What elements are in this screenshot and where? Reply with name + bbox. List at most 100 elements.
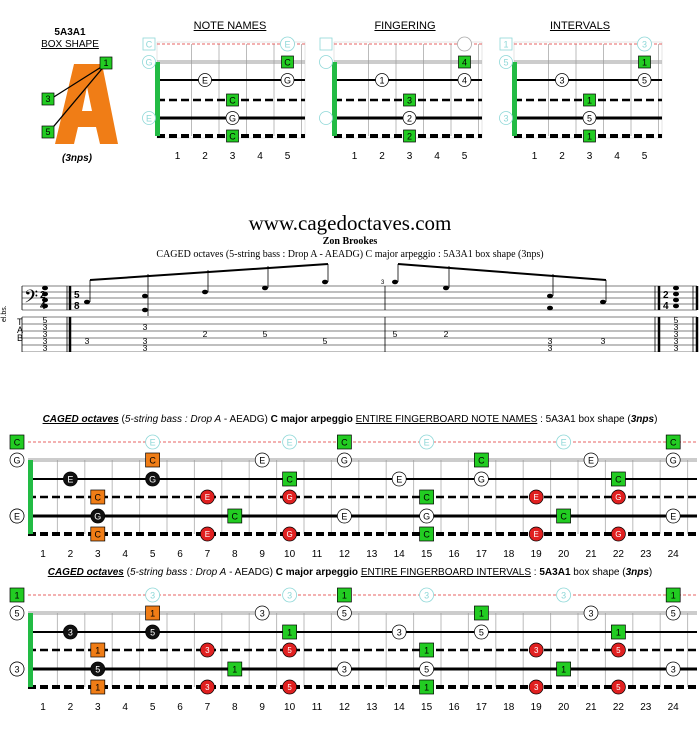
note-dot [282, 471, 297, 487]
top-root-label: C [670, 438, 677, 448]
fret-number: 6 [177, 549, 183, 560]
note-dot-label: 1 [95, 646, 100, 656]
open-note-label: 5 [14, 609, 19, 619]
note-head [600, 299, 606, 305]
fret-number: 5 [150, 702, 156, 713]
note-dot [611, 679, 626, 695]
marker-root [99, 56, 113, 70]
note-dot-label: E [588, 456, 594, 466]
mini-note-dot-label: E [202, 76, 208, 86]
note-dot [63, 471, 78, 487]
note-dot-label: C [95, 493, 102, 503]
note-dot [583, 452, 599, 468]
fingerboard-note-names: CGEEEEECCCEGCEGEGCEGCCEGCEGGCEGCECEGCEGE… [9, 434, 697, 560]
note-dot-label: G [478, 475, 485, 485]
mini-open-note [319, 111, 333, 125]
note-dot [474, 452, 489, 468]
note-dot [556, 661, 571, 677]
top-root [665, 434, 681, 450]
fret-number: 8 [232, 702, 238, 713]
mini-fret-number: 1 [175, 151, 181, 162]
note-dot [528, 489, 544, 505]
fret-number: 14 [394, 549, 406, 560]
note-dot [665, 508, 681, 524]
note-dot [391, 624, 407, 640]
note-head [84, 299, 90, 305]
fret-number: 16 [448, 549, 460, 560]
note-dot-label: C [149, 456, 156, 466]
title-fingering: FINGERING [374, 20, 436, 32]
mini-ghost-circle [457, 36, 472, 52]
mini-note-dot-label: 5 [587, 114, 592, 124]
note-dot-label: 1 [232, 665, 237, 675]
mini-fret-number: 4 [257, 151, 263, 162]
note-dot [145, 605, 160, 621]
mini-note-dot-label: 1 [587, 132, 592, 142]
note-dot-label: C [423, 530, 430, 540]
fret-number: 3 [95, 702, 101, 713]
mini-note-dot-label: 4 [462, 58, 467, 68]
ghost-note-label: E [424, 438, 430, 448]
note-dot-label: C [95, 530, 102, 540]
note-dot-label: E [534, 530, 539, 539]
note-dot [419, 526, 434, 542]
mini-note-dot [638, 55, 651, 69]
mini-ghost-square [499, 37, 513, 51]
tab-number: 5 [43, 315, 48, 325]
open-root [9, 434, 25, 450]
author: Zon Brookes [322, 236, 378, 247]
note-dot [337, 605, 352, 621]
mini-note-dot-label: 3 [407, 96, 412, 106]
mini-fret-number: 1 [532, 151, 538, 162]
chord-note-head [42, 291, 48, 297]
mini-note-dot [281, 55, 294, 69]
mini-fret-number: 3 [230, 151, 236, 162]
mini-note-dot [403, 129, 416, 143]
fret-number: 17 [476, 549, 488, 560]
note-head [443, 285, 449, 291]
note-dot-label: G [149, 475, 156, 485]
chord-note-head [42, 297, 48, 303]
note-dot [391, 471, 407, 487]
note-dot [528, 526, 544, 542]
fret-number: 14 [394, 702, 406, 713]
fret-number: 9 [259, 549, 265, 560]
instrument-label: el.bs. [1, 305, 8, 322]
note-dot [419, 642, 434, 658]
fret-number: 23 [640, 702, 652, 713]
open-root-label: 1 [14, 591, 19, 601]
fret-number: 19 [531, 549, 543, 560]
tab-number: 5 [323, 336, 328, 346]
mini-note-dot [226, 93, 239, 107]
note-dot-label: 1 [95, 683, 100, 693]
note-head [202, 289, 208, 295]
note-dot-label: 3 [397, 628, 402, 638]
ghost-note [556, 587, 571, 603]
tab-number: 3 [43, 343, 48, 352]
note-dot [282, 642, 297, 658]
open-note-label: G [13, 456, 20, 466]
note-dot-label: C [286, 475, 293, 485]
note-head [322, 279, 328, 285]
mini-note-dot [637, 73, 652, 87]
mini-note-dot [582, 111, 597, 125]
nut [28, 460, 33, 534]
mini-note-dot [375, 73, 389, 87]
note-dot-label: 3 [534, 683, 539, 692]
mini-ghost-label: 1 [503, 40, 508, 50]
mini-fret-number: 4 [614, 151, 620, 162]
fret-number: 12 [339, 702, 351, 713]
note-dot-label: 5 [616, 646, 621, 655]
tab-number: 3 [548, 343, 553, 352]
fret-number: 10 [284, 702, 296, 713]
note-dot [419, 679, 434, 695]
fret-number: 1 [40, 549, 46, 560]
fret-number: 15 [421, 549, 433, 560]
note-dot-label: G [286, 493, 292, 502]
note-dot [90, 642, 106, 658]
tab-number: 3 [548, 336, 553, 346]
open-note-label: E [14, 512, 20, 522]
mini-fret-number: 2 [202, 151, 208, 162]
ghost-note [282, 587, 298, 603]
tab-number: 3 [43, 329, 48, 339]
